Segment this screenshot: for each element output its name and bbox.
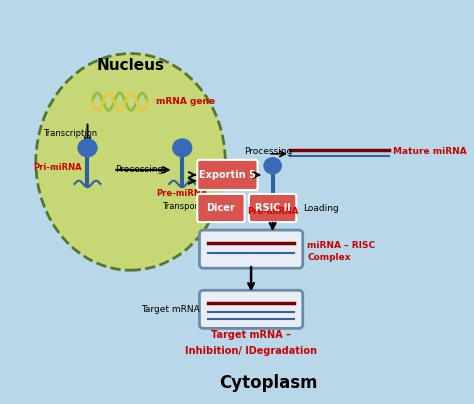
Text: Dicer: Dicer — [207, 203, 235, 213]
Text: Complex: Complex — [307, 252, 351, 262]
Text: mRNA gene: mRNA gene — [156, 97, 216, 106]
Ellipse shape — [36, 54, 225, 270]
Circle shape — [78, 139, 97, 157]
Text: Pre-miRNA: Pre-miRNA — [156, 189, 208, 198]
FancyBboxPatch shape — [197, 194, 245, 222]
FancyBboxPatch shape — [249, 194, 296, 222]
FancyBboxPatch shape — [197, 160, 257, 190]
Text: Mature miRNA: Mature miRNA — [393, 147, 467, 156]
Circle shape — [264, 158, 281, 174]
FancyBboxPatch shape — [0, 0, 438, 404]
FancyBboxPatch shape — [200, 290, 303, 328]
Text: Exportin 5: Exportin 5 — [199, 170, 256, 180]
Text: Pri-miRNA: Pri-miRNA — [33, 163, 82, 173]
Text: Loading: Loading — [303, 204, 338, 213]
Text: RSIC II: RSIC II — [255, 203, 291, 213]
Text: Processing: Processing — [115, 165, 163, 175]
Circle shape — [173, 139, 191, 157]
FancyBboxPatch shape — [200, 230, 303, 268]
Text: Pre-miRNA: Pre-miRNA — [247, 207, 298, 217]
Text: Cytoplasm: Cytoplasm — [219, 374, 318, 391]
Text: Nucleus: Nucleus — [97, 58, 164, 73]
Text: Transport: Transport — [163, 202, 202, 210]
Text: Target mRNA: Target mRNA — [141, 305, 200, 314]
Text: Transcription: Transcription — [43, 129, 97, 138]
Text: Processing: Processing — [244, 147, 292, 156]
Text: Target mRNA –: Target mRNA – — [211, 330, 291, 341]
Text: Inhibition/ IDegradation: Inhibition/ IDegradation — [185, 347, 317, 356]
Text: miRNA – RISC: miRNA – RISC — [307, 241, 375, 250]
